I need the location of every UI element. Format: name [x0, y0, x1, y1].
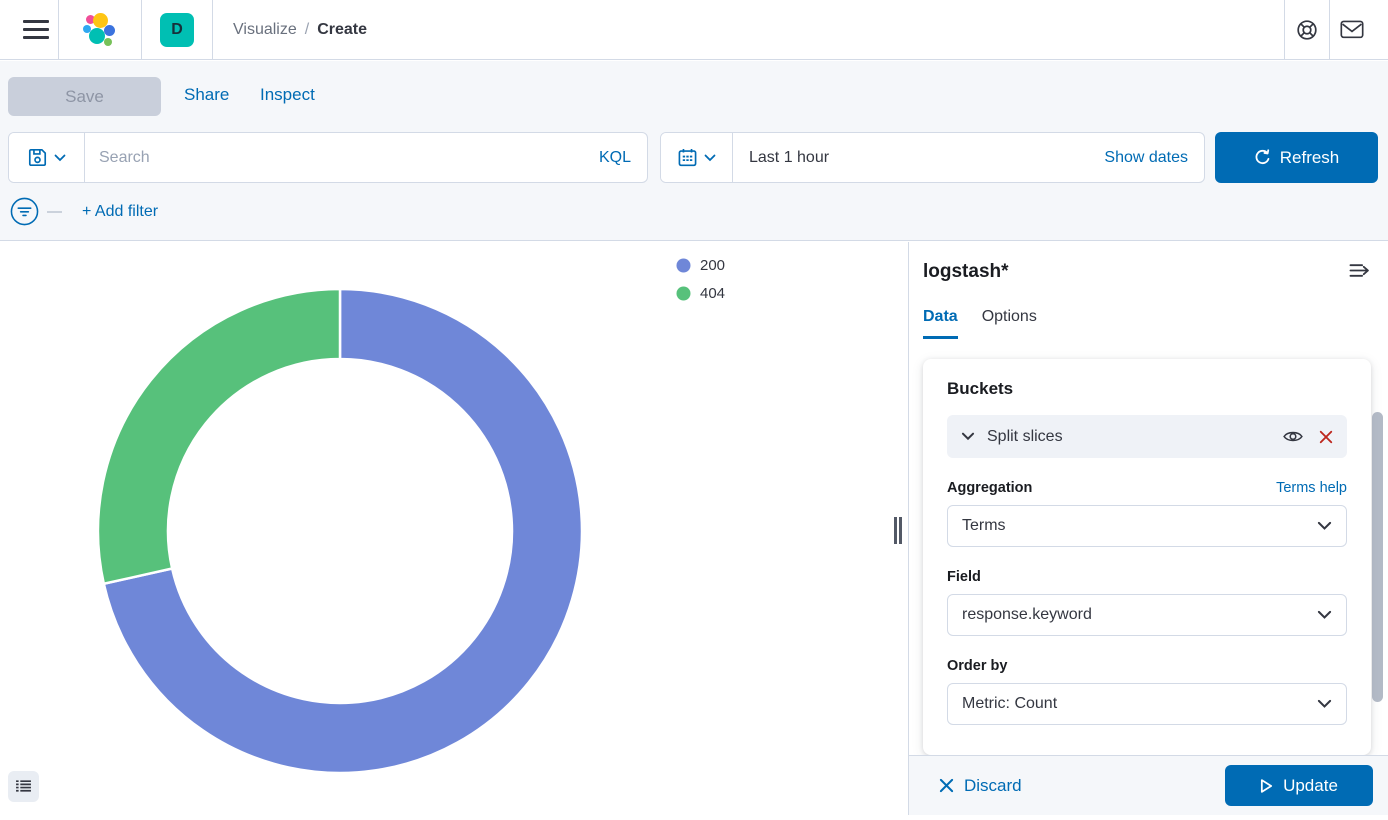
update-label: Update	[1283, 775, 1338, 795]
panel-scrollbar-thumb[interactable]	[1372, 412, 1383, 702]
tab-data[interactable]: Data	[923, 308, 958, 339]
discard-label: Discard	[964, 775, 1022, 795]
refresh-label: Refresh	[1279, 147, 1340, 167]
newsfeed-button[interactable]	[1330, 8, 1374, 52]
legend-item-200[interactable]: 200	[676, 257, 725, 274]
field-label: Field	[947, 569, 981, 585]
filter-dash-decoration	[47, 210, 62, 213]
legend-item-404[interactable]: 404	[676, 285, 725, 302]
legend-toggle-button[interactable]	[8, 771, 39, 802]
breadcrumb: Visualize / Create	[233, 21, 367, 39]
vis-editor-sidebar: logstash* Data Options Buckets Split sli…	[908, 242, 1388, 815]
query-bar: KQL	[8, 132, 648, 183]
legend-label: 200	[700, 257, 726, 274]
chevron-down-icon	[1317, 521, 1332, 530]
aggregation-label: Aggregation	[947, 480, 1033, 496]
remove-bucket-x-icon[interactable]	[1319, 430, 1333, 444]
legend-label: 404	[700, 285, 726, 302]
sidebar-action-bar: Discard Update	[909, 755, 1388, 815]
add-filter-button[interactable]: + Add filter	[82, 202, 159, 220]
date-quick-menu-button[interactable]	[661, 133, 733, 182]
order-by-label: Order by	[947, 658, 1008, 674]
aggregation-select[interactable]: Terms	[947, 505, 1347, 547]
collapse-sidebar-button[interactable]	[1345, 258, 1375, 286]
filter-bar: + Add filter	[10, 197, 158, 226]
refresh-icon	[1255, 149, 1270, 165]
discard-x-icon	[939, 778, 954, 793]
refresh-button[interactable]: Refresh	[1215, 132, 1378, 183]
order-by-select[interactable]: Metric: Count	[947, 683, 1347, 725]
time-range-value[interactable]: Last 1 hour	[749, 148, 830, 166]
breadcrumb-separator: /	[304, 20, 310, 38]
space-avatar-badge[interactable]: D	[160, 12, 194, 47]
app-header: D Visualize / Create	[0, 0, 1388, 60]
discard-button[interactable]: Discard	[939, 776, 1022, 796]
index-pattern-title: logstash*	[923, 261, 1009, 282]
buckets-heading: Buckets	[947, 379, 1014, 398]
filter-icon[interactable]	[10, 197, 39, 226]
main-content: 200 404 logstash*	[0, 242, 1388, 815]
search-input[interactable]	[85, 133, 583, 182]
legend-dot-icon	[676, 286, 691, 301]
header-divider	[212, 0, 213, 60]
legend-dot-icon	[676, 258, 691, 273]
saved-query-menu-button[interactable]	[9, 133, 85, 182]
hamburger-menu-button[interactable]	[14, 8, 58, 52]
split-slices-label: Split slices	[987, 427, 1063, 445]
share-button[interactable]: Share	[184, 85, 230, 104]
chevron-down-icon	[54, 154, 65, 161]
eye-icon[interactable]	[1283, 429, 1303, 444]
help-life-ring-icon	[1297, 19, 1317, 40]
chevron-down-icon	[704, 154, 715, 161]
play-icon	[1261, 778, 1273, 793]
header-divider	[1284, 0, 1285, 60]
terms-help-link[interactable]: Terms help	[1276, 480, 1347, 496]
buckets-panel: Buckets Split slices Aggregatio	[923, 359, 1371, 755]
pie-slice-404[interactable]	[96, 287, 342, 586]
header-divider	[58, 0, 59, 60]
header-divider	[141, 0, 142, 60]
help-button[interactable]	[1285, 8, 1329, 52]
mail-icon	[1340, 20, 1364, 39]
show-dates-button[interactable]: Show dates	[1104, 148, 1188, 166]
breadcrumb-visualize[interactable]: Visualize	[233, 20, 297, 38]
sidebar-header: logstash*	[923, 258, 1375, 286]
visualize-toolbar-area: Save Share Inspect KQL	[0, 61, 1388, 241]
chevron-down-icon	[1317, 699, 1332, 708]
visualization-area: 200 404	[0, 242, 891, 815]
breadcrumb-create: Create	[317, 20, 368, 38]
menu-arrow-right-icon	[1349, 264, 1369, 277]
list-icon	[16, 780, 31, 792]
hamburger-icon	[23, 20, 49, 39]
order-by-value: Metric: Count	[962, 695, 1058, 712]
split-slices-accordion[interactable]: Split slices	[947, 415, 1347, 458]
chart-legend: 200 404	[676, 257, 725, 302]
inspect-button[interactable]: Inspect	[260, 85, 315, 104]
save-query-icon	[28, 148, 46, 167]
chevron-down-icon	[961, 432, 975, 441]
aggregation-value: Terms	[962, 517, 1006, 534]
field-value: response.keyword	[962, 606, 1092, 623]
header-divider	[1329, 0, 1330, 60]
tab-options[interactable]: Options	[982, 308, 1037, 339]
update-button[interactable]: Update	[1225, 765, 1373, 806]
elastic-logo-icon[interactable]	[83, 12, 117, 47]
panel-resizer-handle[interactable]	[891, 242, 908, 815]
time-picker: Last 1 hour Show dates	[660, 132, 1205, 183]
field-select[interactable]: response.keyword	[947, 594, 1347, 636]
calendar-icon	[678, 148, 696, 167]
sidebar-tabs: Data Options	[923, 308, 1037, 339]
save-button[interactable]: Save	[8, 77, 161, 116]
chevron-down-icon	[1317, 610, 1332, 619]
donut-chart	[96, 287, 584, 775]
query-language-switcher[interactable]: KQL	[598, 148, 631, 166]
pie-slice-200[interactable]	[102, 287, 584, 775]
